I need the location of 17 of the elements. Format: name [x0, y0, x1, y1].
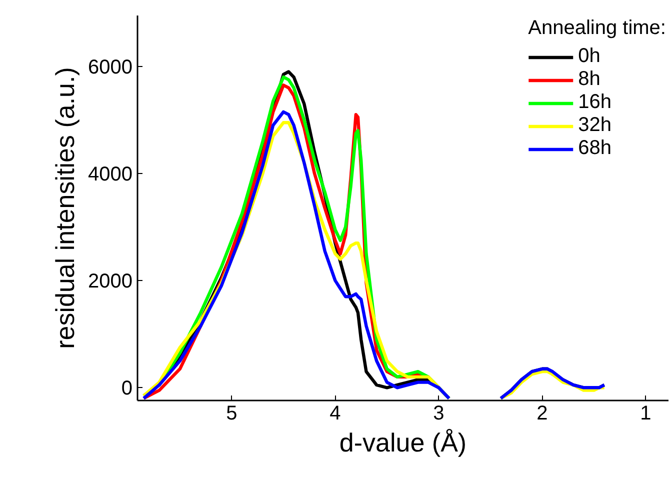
x-axis-title: d-value (Å): [339, 428, 467, 458]
x-tick-label: 1: [640, 402, 652, 424]
y-tick-label: 6000: [88, 56, 133, 78]
legend-label: 16h: [578, 91, 612, 114]
x-tick-label: 4: [330, 402, 341, 424]
x-tick-label: 3: [433, 402, 444, 424]
legend-title: Annealing time:: [528, 17, 666, 40]
y-tick-label: 2000: [88, 270, 133, 293]
y-tick-label: 0: [121, 378, 132, 400]
x-tick-label: 2: [536, 402, 548, 424]
y-tick-label: 4000: [88, 163, 133, 186]
legend-label: 32h: [578, 114, 612, 137]
legend-label: 8h: [578, 68, 600, 91]
y-axis-title: residual intensities (a.u.): [50, 67, 80, 349]
legend-label: 68h: [578, 137, 612, 160]
x-tick-label: 5: [226, 402, 238, 424]
legend-label: 0h: [578, 45, 600, 68]
